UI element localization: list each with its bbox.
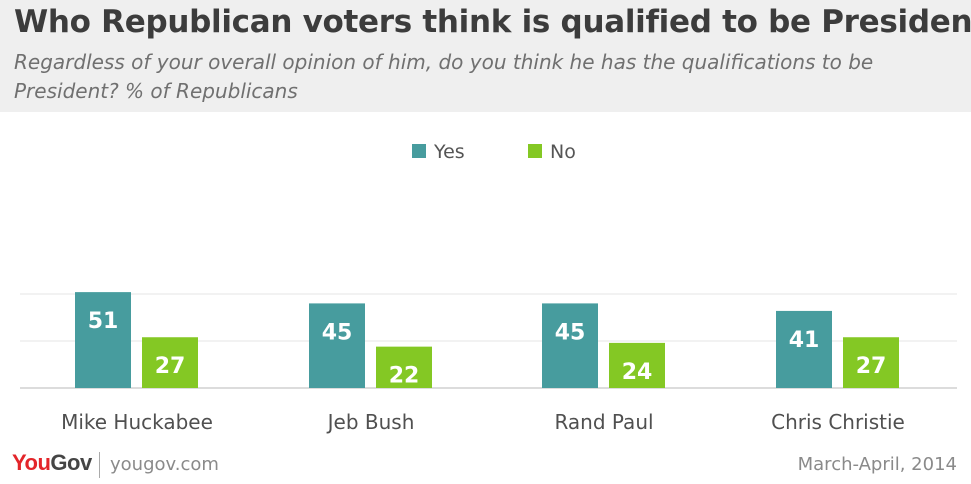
bar-no-3 — [843, 337, 899, 388]
data-label-yes-3: 41 — [789, 328, 820, 353]
data-label-no-2: 24 — [622, 360, 653, 385]
legend-label-yes: Yes — [433, 141, 465, 163]
bar-yes-1 — [309, 303, 365, 388]
footer-url: yougov.com — [110, 454, 219, 475]
data-label-yes-1: 45 — [322, 320, 353, 345]
bar-no-0 — [142, 337, 198, 388]
data-label-yes-0: 51 — [88, 309, 119, 334]
chart-subtitle: Regardless of your overall opinion of hi… — [14, 50, 874, 103]
data-label-yes-2: 45 — [555, 320, 586, 345]
footer-date: March-April, 2014 — [797, 454, 957, 475]
bar-chart: Yes No 51 27 Mike Huckabee 45 22 Jeb Bush 45 24 Ra… — [20, 141, 957, 434]
bar-yes-2 — [542, 303, 598, 388]
data-label-no-0: 27 — [155, 354, 186, 379]
legend-label-no: No — [550, 141, 576, 163]
footer-divider — [99, 452, 100, 478]
logo-you-text: You — [12, 450, 51, 475]
category-label-1: Jeb Bush — [326, 410, 415, 434]
yougov-logo: YouGov — [12, 450, 92, 476]
chart-header: Who Republican voters think is qualified… — [0, 0, 971, 112]
legend-swatch-yes — [412, 144, 426, 158]
bar-yes-3 — [776, 310, 832, 388]
legend-swatch-no — [528, 144, 542, 158]
category-label-2: Rand Paul — [554, 410, 653, 434]
bar-yes-0 — [75, 292, 131, 388]
data-label-no-1: 22 — [389, 364, 420, 389]
category-label-3: Chris Christie — [771, 410, 905, 434]
category-label-0: Mike Huckabee — [61, 410, 213, 434]
bar-no-2 — [609, 342, 665, 388]
logo-gov-text: Gov — [50, 450, 92, 475]
data-label-no-3: 27 — [856, 354, 887, 379]
chart-title: Who Republican voters think is qualified… — [14, 4, 971, 40]
bar-no-1 — [376, 346, 432, 388]
